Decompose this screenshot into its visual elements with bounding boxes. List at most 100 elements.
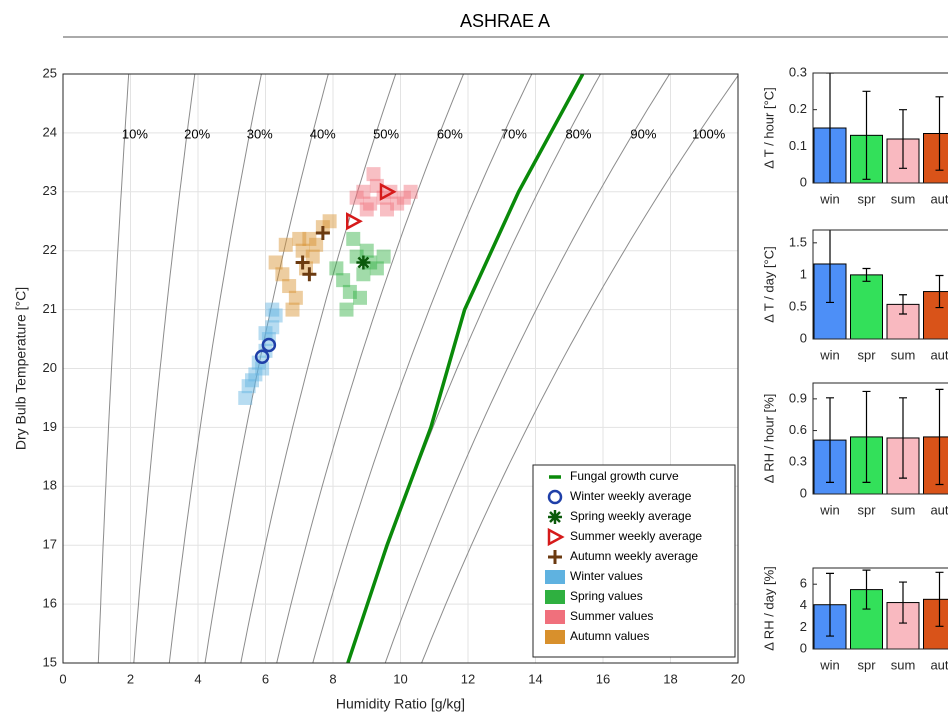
rh-label: 80% — [565, 126, 591, 141]
x-tick-label: aut — [930, 657, 948, 672]
data-point — [285, 302, 300, 317]
data-point — [315, 226, 330, 241]
plot-area — [813, 569, 948, 649]
legend-box — [532, 464, 736, 658]
error-bar — [862, 390, 871, 483]
legend-label: Autumn values — [570, 629, 649, 643]
x-tick-label: sum — [891, 347, 916, 362]
data-point — [346, 231, 361, 246]
data-point — [268, 255, 283, 270]
error-bar — [826, 397, 834, 483]
y-axis-label: Dry Bulb Temperature [°C] — [13, 287, 29, 450]
error-bar — [826, 572, 834, 637]
data-point — [254, 349, 270, 364]
y-tick-label: 0 — [800, 174, 807, 189]
chart-title: ASHRAE A — [460, 11, 550, 31]
error-bar — [862, 90, 871, 180]
x-tick-label: aut — [930, 502, 948, 517]
rh-line — [97, 74, 130, 663]
data-point — [305, 249, 320, 264]
x-tick-label: 4 — [194, 671, 201, 686]
legend-label: Spring values — [570, 589, 643, 603]
legend-label: Autumn weekly average — [570, 549, 698, 563]
y-tick-label: 2 — [800, 619, 807, 634]
legend-label: Spring weekly average — [570, 509, 692, 523]
data-point — [380, 202, 394, 217]
x-tick-label: sum — [891, 191, 916, 206]
y-tick-label: 17 — [43, 537, 57, 552]
error-bar — [935, 274, 944, 309]
data-point — [238, 390, 253, 405]
data-point — [356, 255, 371, 270]
axis-frame — [812, 229, 948, 340]
legend-swatch — [547, 489, 563, 505]
x-tick-label: sum — [891, 502, 916, 517]
data-point — [258, 326, 273, 341]
axis-frame — [812, 567, 948, 650]
rh-line — [204, 74, 329, 663]
x-tick-label: aut — [930, 347, 948, 362]
x-tick-label: win — [819, 347, 840, 362]
y-tick-label: 1 — [800, 266, 807, 281]
y-tick-label: 20 — [43, 360, 57, 375]
data-point — [336, 273, 351, 288]
bar — [923, 436, 948, 494]
rh-label: 90% — [630, 126, 656, 141]
data-point — [268, 308, 283, 323]
data-point — [265, 302, 280, 317]
rh-label: 100% — [692, 126, 726, 141]
error-bar — [935, 571, 944, 627]
error-bar — [862, 267, 871, 282]
bar — [923, 291, 948, 339]
bar — [850, 274, 883, 339]
error-bar — [899, 581, 907, 624]
y-tick-label: 15 — [43, 654, 57, 669]
data-point — [346, 212, 363, 231]
y-tick-label: 0.3 — [789, 454, 807, 469]
data-point — [278, 237, 293, 252]
x-tick-label: 8 — [329, 671, 336, 686]
legend-swatch — [545, 590, 565, 604]
x-tick-label: spr — [857, 191, 876, 206]
y-axis-label: Δ RH / day [%] — [761, 566, 776, 651]
data-point — [282, 279, 297, 294]
error-bar — [935, 96, 944, 171]
x-tick-label: 2 — [127, 671, 134, 686]
rh-line — [133, 74, 196, 663]
data-point — [366, 167, 381, 182]
fungal-curve — [346, 74, 585, 663]
rh-label: 50% — [373, 126, 399, 141]
y-tick-label: 0.9 — [789, 390, 807, 405]
y-tick-label: 23 — [43, 183, 57, 198]
error-bar — [826, 73, 834, 183]
y-tick-label: 22 — [43, 242, 57, 257]
data-point — [309, 237, 324, 252]
rh-line — [421, 74, 738, 663]
rh-label: 20% — [184, 126, 210, 141]
rh-label: 60% — [437, 126, 463, 141]
data-point — [302, 267, 317, 282]
legend-label: Summer values — [570, 609, 653, 623]
legend-label: Winter values — [570, 569, 643, 583]
error-bar — [899, 109, 907, 169]
y-axis-label: Δ T / day [°C] — [761, 246, 776, 323]
error-bar — [899, 397, 907, 479]
error-bar — [935, 388, 944, 486]
y-tick-label: 16 — [43, 596, 57, 611]
plot-area: 10% 20% 30% 40% 50% 60% 70% 80% 90% 100% — [97, 74, 738, 663]
data-point — [359, 202, 374, 217]
y-tick-label: 0.6 — [789, 422, 807, 437]
y-tick-label: 1.5 — [789, 234, 807, 249]
error-bar — [899, 294, 907, 315]
rh-line — [168, 74, 262, 663]
y-axis-label: Δ RH / hour [%] — [761, 394, 776, 484]
x-tick-label: aut — [930, 191, 948, 206]
x-tick-label: spr — [857, 657, 876, 672]
x-tick-label: sum — [891, 657, 916, 672]
data-point — [379, 182, 397, 201]
y-axis-label: Δ T / hour [°C] — [761, 87, 776, 169]
data-point — [403, 184, 418, 199]
legend-swatch — [545, 610, 565, 624]
y-tick-label: 19 — [43, 419, 57, 434]
